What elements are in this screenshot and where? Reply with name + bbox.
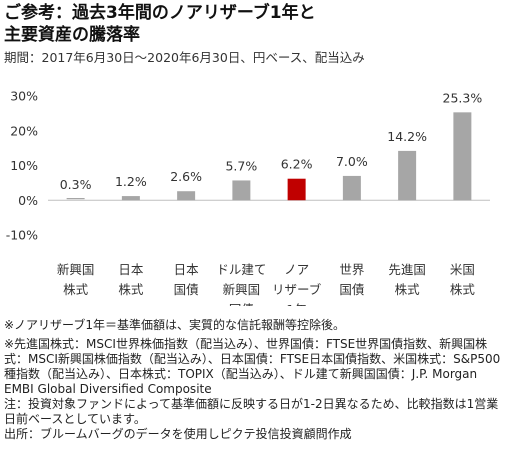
category-label: 新興国	[57, 262, 95, 277]
category-label: 国債	[339, 282, 364, 297]
y-tick-label: 10%	[10, 158, 38, 173]
category-label: 新興国	[223, 282, 261, 297]
y-tick-label: 20%	[10, 123, 38, 138]
category-label: 世界	[339, 262, 365, 277]
y-tick-label: -10%	[6, 228, 38, 243]
y-tick-label: 0%	[18, 193, 38, 208]
footnotes: ※ノアリザーブ1年＝基準価額は、実質的な信託報酬等控除後。 ※先進国株式：MSC…	[4, 318, 504, 442]
bar	[342, 175, 361, 201]
footnote-1: ※ノアリザーブ1年＝基準価額は、実質的な信託報酬等控除後。	[4, 318, 345, 332]
bar	[66, 198, 85, 200]
category-label: 米国	[450, 262, 475, 277]
category-label: 日本	[174, 262, 200, 277]
data-label: 1.2%	[115, 174, 147, 189]
chart-title-line-1: ご参考：過去3年間のノアリザーブ1年と	[4, 3, 316, 23]
bar	[121, 196, 140, 201]
category-label: 国債	[229, 302, 254, 306]
footnote-4: 出所：ブルームバーグのデータを使用しピクテ投信投資顧問作成	[4, 427, 352, 441]
category-label: ドル建て	[216, 262, 266, 277]
bar-chart: 30% 20% 10% 0% -10% 0.3% 1.2% 2.6% 5.7% 6.2% 7.0%…	[6, 89, 490, 306]
bar	[177, 191, 196, 201]
category-label: 株式	[450, 282, 476, 297]
data-label: 0.3%	[60, 177, 92, 192]
footnote-3: 注：投資対象ファンドによって基準価額に反映する日が1-2日異なるため、比較指数は…	[4, 397, 499, 426]
chart-subtitle: 期間：2017年6月30日～2020年6月30日、円ベース、配当込み	[4, 50, 365, 65]
data-label: 5.7%	[225, 158, 257, 173]
y-axis: 30% 20% 10% 0% -10%	[6, 89, 490, 243]
category-label: 先進国	[388, 262, 426, 277]
category-label: 株式	[63, 282, 89, 297]
category-label: 株式	[118, 282, 144, 297]
category-labels: 新興国株式日本株式日本国債ドル建て新興国国債ノアリザーブ1年世界国債先進国株式米…	[57, 262, 476, 306]
category-label: リザーブ	[272, 282, 322, 297]
data-label: 6.2%	[281, 157, 313, 172]
bar	[287, 178, 306, 201]
bar	[232, 180, 251, 201]
y-tick-label: 30%	[10, 89, 38, 104]
data-label: 14.2%	[387, 129, 427, 144]
category-label: 国債	[174, 282, 199, 297]
category-label: 日本	[118, 262, 144, 277]
data-labels: 0.3% 1.2% 2.6% 5.7% 6.2% 7.0% 14.2% 25.3%	[60, 90, 483, 192]
data-label: 2.6%	[170, 169, 202, 184]
category-label: 株式	[395, 282, 421, 297]
bars	[66, 112, 472, 201]
category-label: 1年	[286, 302, 306, 306]
chart-title: ご参考：過去3年間のノアリザーブ1年と 主要資産の騰落率	[4, 2, 316, 46]
data-label: 7.0%	[336, 154, 368, 169]
data-label: 25.3%	[443, 90, 483, 105]
footnote-2: ※先進国株式：MSCI世界株価指数（配当込み）、世界国債：FTSE世界国債指数、…	[4, 337, 501, 396]
category-label: ノア	[284, 262, 309, 277]
bar	[453, 112, 472, 201]
bar	[398, 150, 417, 201]
chart-title-line-2: 主要資産の騰落率	[4, 25, 140, 45]
